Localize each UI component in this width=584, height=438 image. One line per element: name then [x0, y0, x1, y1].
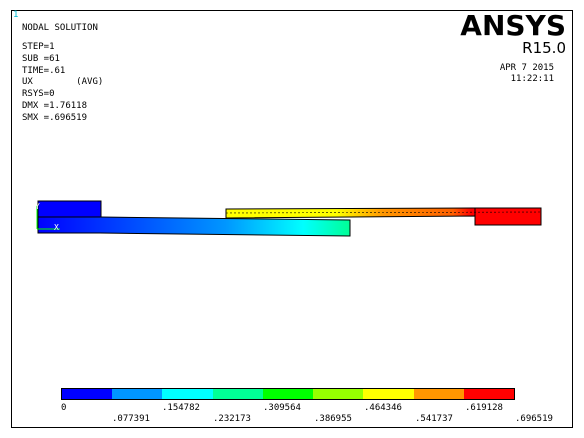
mesh-line — [225, 211, 542, 214]
window-number: 1 — [13, 10, 19, 20]
lower-beam — [37, 216, 351, 237]
legend-label-9: .696519 — [515, 414, 553, 424]
info-step: STEP=1 — [22, 42, 55, 52]
release-version: R15.0 — [522, 39, 566, 57]
legend-band-3 — [162, 389, 213, 399]
ansys-logo: ANSYS — [460, 9, 566, 42]
plot-date: APR 7 2015 — [499, 63, 554, 73]
info-substep: SUB =61 — [22, 54, 60, 64]
legend-band-5 — [262, 389, 314, 399]
legend-label-6: .464346 — [364, 403, 402, 413]
contour-legend — [61, 388, 515, 400]
legend-label-1: .077391 — [112, 414, 150, 424]
triad-y-label: Y — [35, 202, 40, 211]
triad-x-label: X — [54, 223, 59, 232]
plot-time: 11:22:11 — [510, 74, 554, 84]
info-rsys: RSYS=0 — [22, 89, 55, 99]
legend-band-4 — [212, 389, 263, 399]
legend-band-7 — [363, 389, 414, 399]
legend-label-2: .154782 — [162, 403, 200, 413]
legend-label-8: .619128 — [465, 403, 503, 413]
legend-band-8 — [413, 389, 464, 399]
legend-label-4: .309564 — [263, 403, 301, 413]
legend-band-9 — [463, 389, 514, 399]
legend-band-6 — [313, 389, 364, 399]
info-smx: SMX =.696519 — [22, 113, 88, 123]
legend-label-7: .541737 — [415, 414, 453, 424]
info-result-item: UX (AVG) — [22, 77, 104, 87]
legend-band-2 — [112, 389, 163, 399]
info-time: TIME=.61 — [22, 66, 66, 76]
info-dmx: DMX =1.76118 — [22, 101, 88, 111]
legend-label-5: .386955 — [314, 414, 352, 424]
legend-label-3: .232173 — [213, 414, 251, 424]
solution-title: NODAL SOLUTION — [22, 23, 98, 33]
legend-label-0: 0 — [61, 403, 67, 413]
legend-band-1 — [62, 389, 113, 399]
free-end-block — [474, 207, 542, 226]
